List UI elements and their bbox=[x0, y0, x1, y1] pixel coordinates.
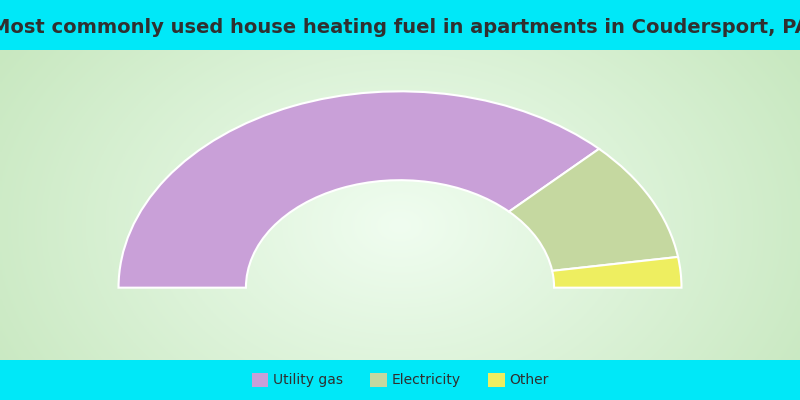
Text: Most commonly used house heating fuel in apartments in Coudersport, PA: Most commonly used house heating fuel in… bbox=[0, 18, 800, 37]
Wedge shape bbox=[552, 257, 682, 288]
Legend: Utility gas, Electricity, Other: Utility gas, Electricity, Other bbox=[246, 367, 554, 393]
Wedge shape bbox=[118, 91, 599, 288]
Wedge shape bbox=[509, 149, 678, 271]
